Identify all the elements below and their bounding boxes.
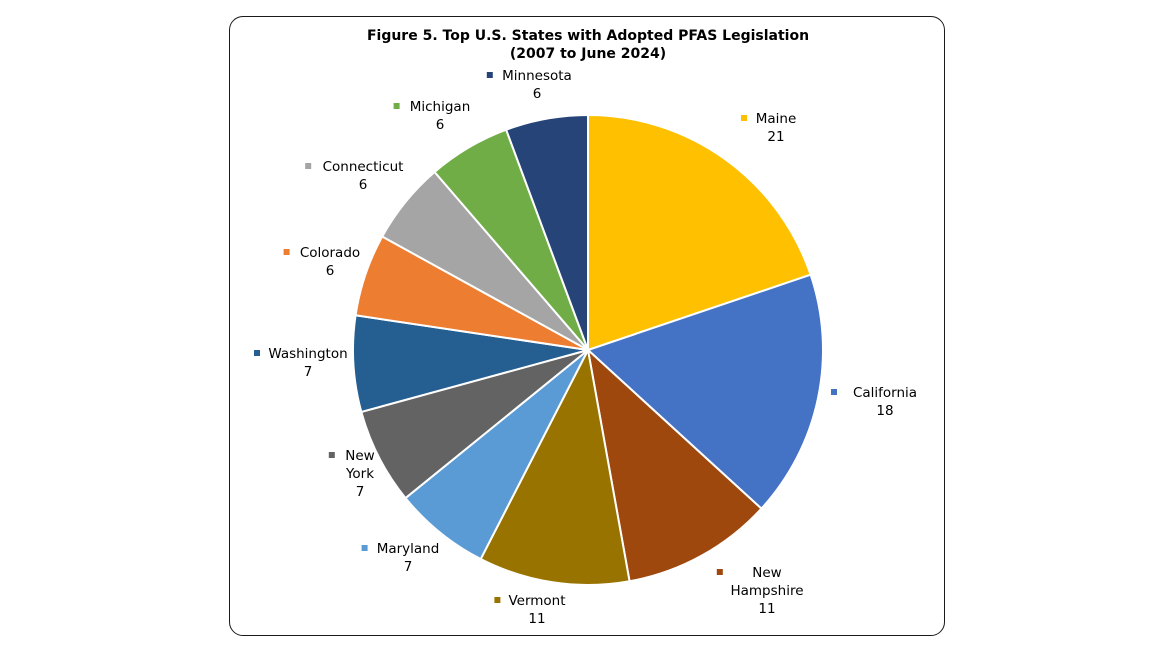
legend-key-maine bbox=[741, 115, 747, 121]
data-label-washington: Washington 7 bbox=[254, 346, 348, 380]
slice-value: 6 bbox=[436, 117, 445, 133]
chart-title: Figure 5. Top U.S. States with Adopted P… bbox=[367, 28, 809, 44]
legend-key-vermont bbox=[494, 597, 501, 603]
legend-key-michigan bbox=[393, 103, 400, 109]
legend-key-minnesota bbox=[486, 72, 493, 78]
slice-label-text: Maryland 7 bbox=[377, 541, 440, 575]
data-label-connecticut: Connecticut 6 bbox=[305, 159, 403, 193]
slice-value: 6 bbox=[359, 177, 368, 193]
legend-key-maryland bbox=[361, 545, 368, 551]
slice-label-text: California 18 bbox=[853, 385, 917, 419]
legend-key-california bbox=[831, 389, 837, 395]
slice-value: 6 bbox=[533, 86, 542, 102]
pie-slice-california bbox=[586, 273, 824, 511]
pie-labels: Maine 21 California 18 New Hampshire 11 Vermont… bbox=[254, 68, 917, 627]
data-label-new-hampshire: New Hampshire 11 bbox=[716, 565, 804, 617]
data-label-california: California 18 bbox=[831, 385, 917, 419]
slice-value: 11 bbox=[758, 601, 775, 617]
data-label-minnesota: Minnesota 6 bbox=[486, 68, 572, 102]
slice-label-text: Washington 7 bbox=[268, 346, 347, 380]
legend-key-new-york bbox=[328, 452, 335, 458]
data-label-michigan: Michigan 6 bbox=[393, 99, 471, 133]
slice-label-text: New Hampshire 11 bbox=[730, 565, 803, 617]
slice-label-text: Minnesota 6 bbox=[502, 68, 572, 102]
legend-key-colorado bbox=[283, 249, 290, 255]
data-label-colorado: Colorado 6 bbox=[283, 245, 360, 279]
data-label-maine: Maine 21 bbox=[741, 111, 796, 145]
pie-slice-minnesota bbox=[504, 113, 589, 351]
data-label-vermont: Vermont 11 bbox=[494, 593, 566, 627]
pie-slices bbox=[352, 113, 824, 586]
pie-slice-new-hampshire bbox=[586, 347, 763, 583]
slice-value: 7 bbox=[304, 364, 313, 380]
data-label-new-york: New York 7 bbox=[328, 448, 375, 500]
legend-key-washington bbox=[254, 350, 260, 356]
slice-label-text: Maine 21 bbox=[756, 111, 797, 145]
pie-slice-vermont bbox=[479, 346, 631, 586]
slice-value: 7 bbox=[404, 559, 413, 575]
slice-value: 11 bbox=[528, 611, 545, 627]
legend-key-new-hampshire bbox=[716, 569, 723, 575]
legend-key-connecticut bbox=[305, 163, 312, 169]
slice-label-text: Connecticut 6 bbox=[323, 159, 404, 193]
slice-label-text: Colorado 6 bbox=[300, 245, 360, 279]
slice-value: 18 bbox=[876, 403, 893, 419]
slice-value: 7 bbox=[356, 484, 365, 500]
slice-value: 21 bbox=[767, 129, 784, 145]
slice-label-text: New York 7 bbox=[345, 448, 375, 500]
pie-slice-maine bbox=[587, 113, 812, 352]
data-label-maryland: Maryland 7 bbox=[361, 541, 440, 575]
slice-label-text: Vermont 11 bbox=[508, 593, 565, 627]
chart-subtitle: (2007 to June 2024) bbox=[510, 46, 666, 62]
slice-label-text: Michigan 6 bbox=[410, 99, 471, 133]
slice-value: 6 bbox=[326, 263, 335, 279]
